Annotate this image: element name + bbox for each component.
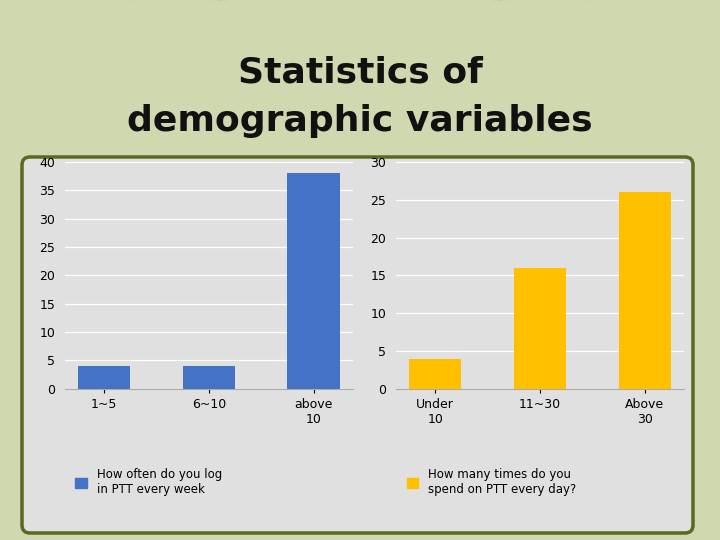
Bar [514,268,566,389]
Bar [409,359,462,389]
Bar [183,366,235,389]
Bar [78,366,130,389]
FancyBboxPatch shape [22,157,693,533]
Bar [287,173,340,389]
Bar [618,192,671,389]
Text: Statistics of: Statistics of [238,56,482,90]
Text: demographic variables: demographic variables [127,105,593,138]
Legend: How many times do you
spend on PTT every day?: How many times do you spend on PTT every… [402,463,581,501]
Legend: How often do you log
in PTT every week: How often do you log in PTT every week [71,463,227,501]
